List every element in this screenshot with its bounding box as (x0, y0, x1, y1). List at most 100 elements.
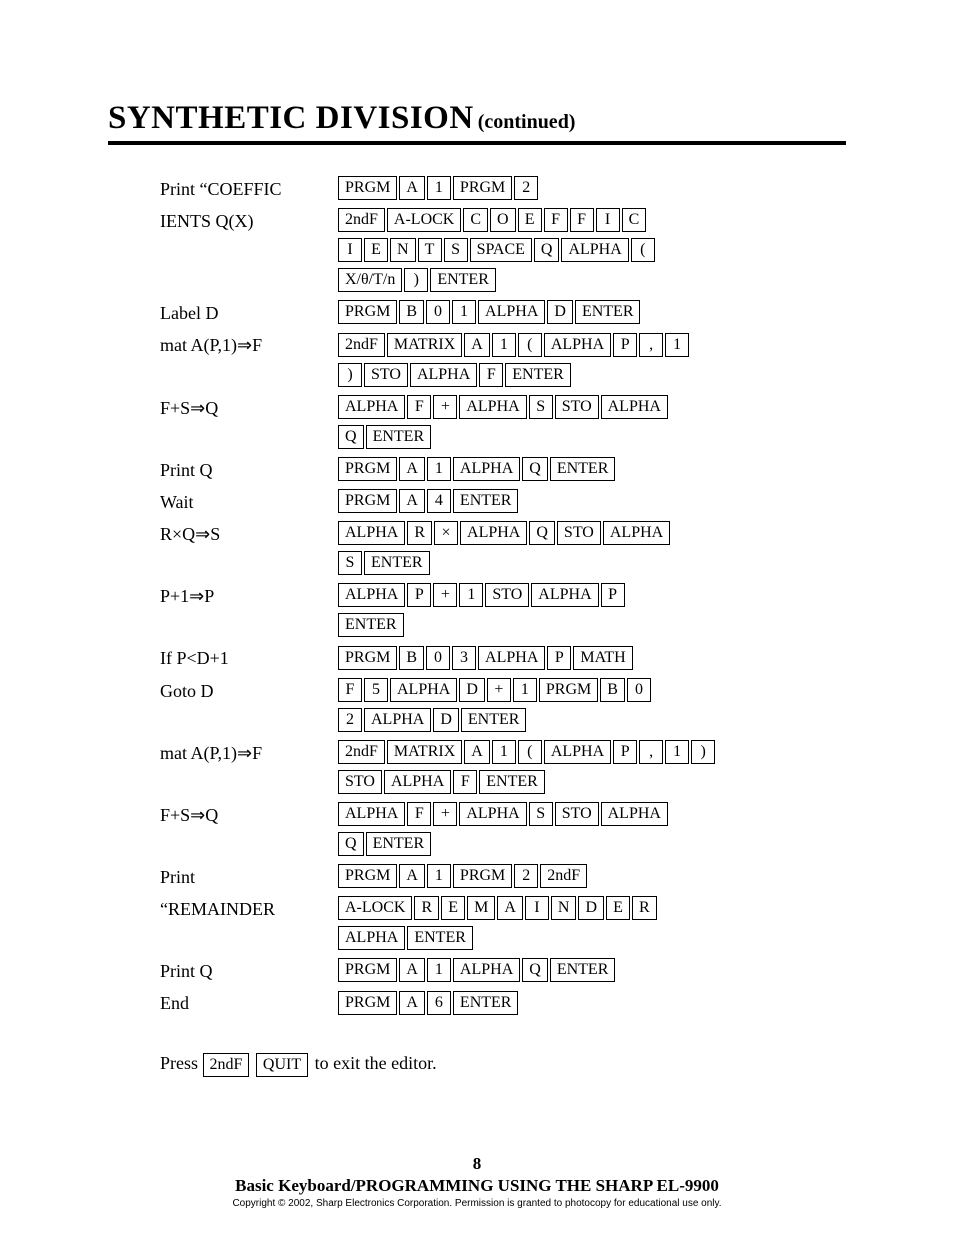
key--: ) (338, 363, 362, 387)
key-line: ALPHAENTER (338, 923, 846, 951)
key-1: 1 (452, 300, 476, 324)
key-2ndf: 2ndF (338, 208, 385, 232)
key--: ( (518, 333, 542, 357)
key-prgm: PRGM (338, 864, 397, 888)
key-b: B (600, 678, 625, 702)
key-matrix: MATRIX (387, 333, 462, 357)
key-r: R (414, 896, 439, 920)
footer-copyright: Copyright © 2002, Sharp Electronics Corp… (108, 1198, 846, 1209)
row-label: Print Q (160, 454, 338, 484)
key--: ) (404, 268, 428, 292)
key--: , (639, 333, 663, 357)
row-keys: ALPHAP+1STOALPHAPENTER (338, 580, 846, 640)
key-r: R (632, 896, 657, 920)
key-f: F (544, 208, 568, 232)
key-sto: STO (555, 802, 599, 826)
key-t: T (418, 238, 442, 262)
key-alpha: ALPHA (338, 926, 405, 950)
key-r: R (407, 521, 432, 545)
page-footer: 8 Basic Keyboard/PROGRAMMING USING THE S… (108, 1154, 846, 1209)
key-n: N (390, 238, 416, 262)
program-row: IENTS Q(X)2ndFA-LOCKCOEFFICIENTSSPACEQAL… (160, 205, 846, 295)
key-1: 1 (513, 678, 537, 702)
key-alpha: ALPHA (561, 238, 628, 262)
key--: + (433, 395, 457, 419)
row-label: P+1⇒P (160, 580, 338, 610)
key-a: A (399, 991, 425, 1015)
footer-book-title: Basic Keyboard/PROGRAMMING USING THE SHA… (108, 1176, 846, 1196)
key-s: S (529, 802, 553, 826)
key-0: 0 (426, 300, 450, 324)
row-keys: PRGMB01ALPHADENTER (338, 297, 846, 327)
key-2ndf: 2ndF (540, 864, 587, 888)
row-label: F+S⇒Q (160, 799, 338, 829)
page-title: SYNTHETIC DIVISION (continued) (108, 100, 846, 137)
key-line: PRGMA6ENTER (338, 987, 846, 1015)
key-alpha: ALPHA (453, 457, 520, 481)
key-m: M (467, 896, 495, 920)
key-enter: ENTER (479, 770, 545, 794)
key-alpha: ALPHA (478, 646, 545, 670)
key-enter: ENTER (453, 489, 519, 513)
key-alpha: ALPHA (410, 363, 477, 387)
key-quit: QUIT (256, 1053, 308, 1077)
key-line: X/θ/T/n)ENTER (338, 265, 846, 293)
key-f: F (407, 395, 431, 419)
row-keys: 2ndFMATRIXA1(ALPHAP,1)STOALPHAFENTER (338, 737, 846, 797)
key-line: ALPHAF+ALPHASSTOALPHA (338, 392, 846, 420)
key-line: ENTER (338, 610, 846, 638)
row-keys: PRGMA1ALPHAQENTER (338, 955, 846, 985)
key-enter: ENTER (338, 613, 404, 637)
key-1: 1 (459, 583, 483, 607)
key--: ( (631, 238, 655, 262)
key-f: F (338, 678, 362, 702)
key-d: D (459, 678, 485, 702)
key--: + (433, 802, 457, 826)
key-n: N (551, 896, 577, 920)
row-keys: ALPHAF+ALPHASSTOALPHAQENTER (338, 799, 846, 859)
key-a: A (497, 896, 523, 920)
key-a: A (399, 864, 425, 888)
key-line: 2ndFA-LOCKCOEFFIC (338, 205, 846, 233)
title-main: SYNTHETIC DIVISION (108, 100, 474, 136)
key-math: MATH (573, 646, 632, 670)
row-keys: PRGMA1PRGM2 (338, 173, 846, 203)
key-sto: STO (485, 583, 529, 607)
key-2ndf: 2ndF (203, 1053, 250, 1077)
key-i: I (525, 896, 549, 920)
key-q: Q (534, 238, 560, 262)
key-alpha: ALPHA (364, 708, 431, 732)
key-q: Q (338, 832, 364, 856)
key-a-lock: A-LOCK (387, 208, 461, 232)
key-line: ALPHAR×ALPHAQSTOALPHA (338, 518, 846, 546)
key-line: PRGMB01ALPHADENTER (338, 297, 846, 325)
row-label: Wait (160, 486, 338, 516)
key-prgm: PRGM (338, 176, 397, 200)
row-keys: ALPHAR×ALPHAQSTOALPHASENTER (338, 518, 846, 578)
key-enter: ENTER (407, 926, 473, 950)
key-i: I (596, 208, 620, 232)
program-row: F+S⇒QALPHAF+ALPHASSTOALPHAQENTER (160, 799, 846, 859)
key-2ndf: 2ndF (338, 333, 385, 357)
key-1: 1 (665, 740, 689, 764)
key-1: 1 (427, 864, 451, 888)
key-line: PRGMA1ALPHAQENTER (338, 955, 846, 983)
key--: + (487, 678, 511, 702)
row-keys: PRGMB03ALPHAPMATH (338, 642, 846, 672)
key-p: P (613, 333, 637, 357)
program-row: mat A(P,1)⇒F2ndFMATRIXA1(ALPHAP,1)STOALP… (160, 737, 846, 797)
program-row: PrintPRGMA1PRGM22ndF (160, 861, 846, 891)
row-keys: PRGMA1ALPHAQENTER (338, 454, 846, 484)
key-1: 1 (427, 958, 451, 982)
key-0: 0 (627, 678, 651, 702)
key-1: 1 (492, 333, 516, 357)
row-label: Label D (160, 297, 338, 327)
row-keys: 2ndFMATRIXA1(ALPHAP,1)STOALPHAFENTER (338, 329, 846, 389)
key-alpha: ALPHA (453, 958, 520, 982)
key-3: 3 (452, 646, 476, 670)
row-keys: 2ndFA-LOCKCOEFFICIENTSSPACEQALPHA(X/θ/T/… (338, 205, 846, 295)
key-space: SPACE (470, 238, 532, 262)
key-enter: ENTER (461, 708, 527, 732)
press-suffix: to exit the editor. (315, 1053, 437, 1073)
key-o: O (490, 208, 516, 232)
